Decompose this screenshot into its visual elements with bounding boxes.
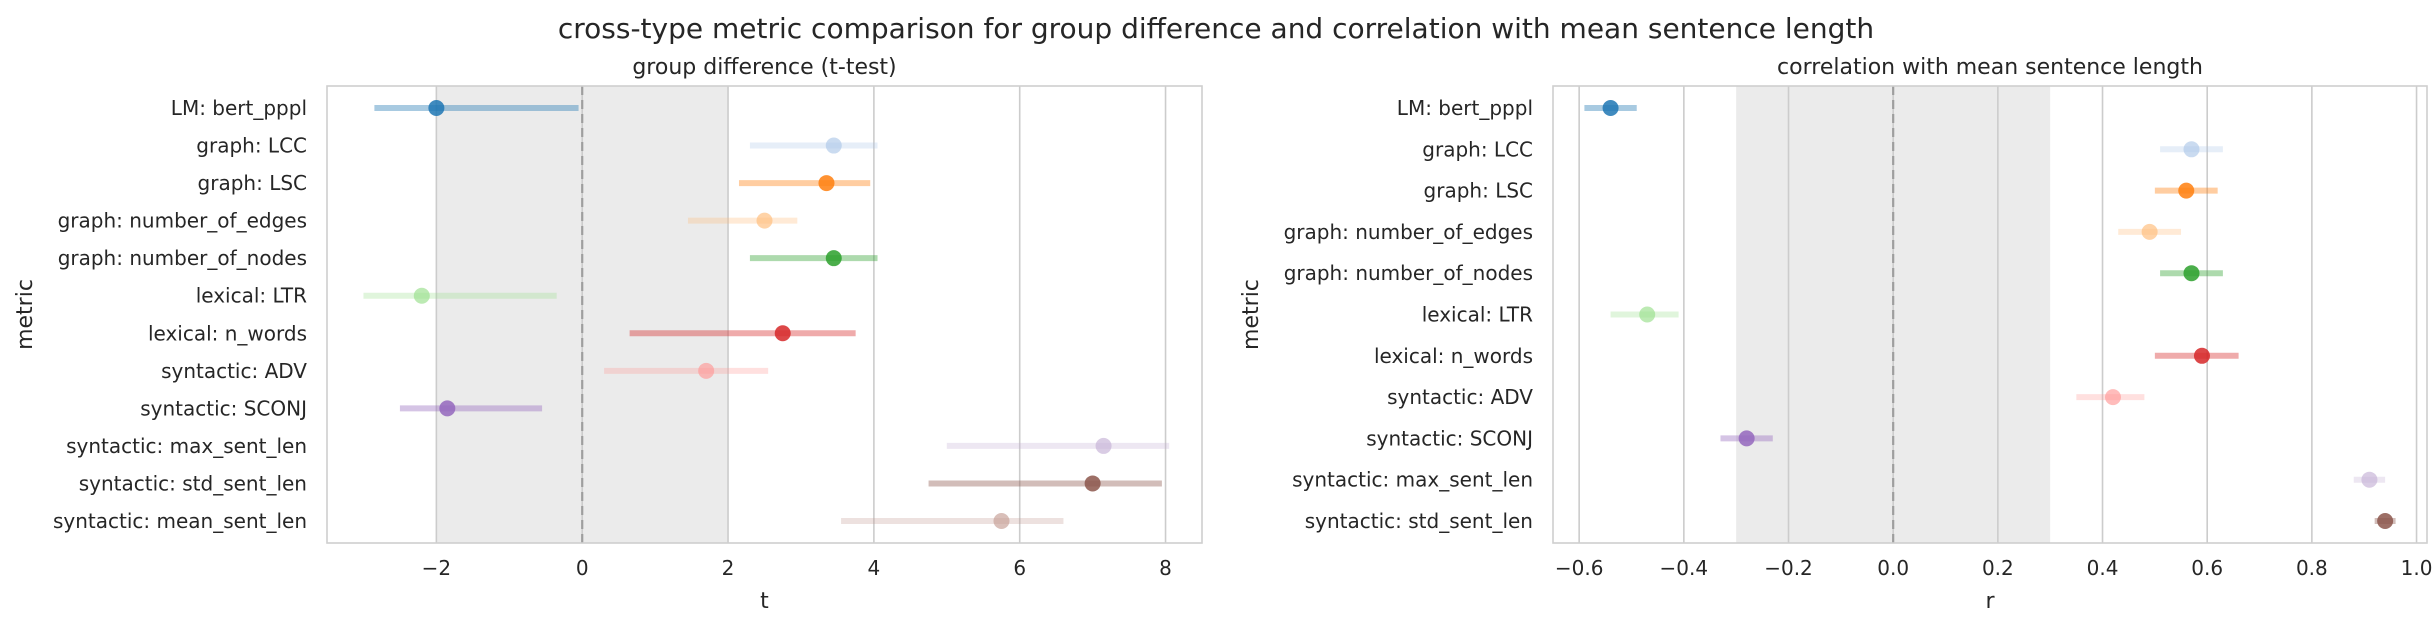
x-tick-label: 4 [868,556,881,580]
y-tick-label: graph: LSC [198,171,307,195]
y-tick-label: graph: number_of_nodes [58,246,307,270]
data-point [2183,141,2200,158]
data-point [2178,182,2195,199]
data-point [1084,475,1101,492]
data-point [2183,265,2200,282]
figure-suptitle: cross-type metric comparison for group d… [558,12,1874,45]
data-point [439,400,456,417]
data-point [698,362,715,379]
y-tick-label: LM: bert_pppl [1397,96,1533,120]
panel-title: correlation with mean sentence length [1777,55,2203,80]
axes-frame [326,85,1203,544]
data-point [825,137,842,154]
y-tick-label: graph: LSC [1424,179,1533,203]
y-tick-label: graph: number_of_edges [1284,220,1533,244]
data-point [2104,389,2121,406]
y-tick-label: syntactic: max_sent_len [66,434,307,458]
data-point [2141,223,2158,240]
data-point [825,250,842,267]
y-tick-label: syntactic: mean_sent_len [53,509,307,533]
x-tick-label: 8 [1159,556,1172,580]
y-tick-label: syntactic: SCONJ [1366,426,1533,450]
x-tick-label: −0.2 [1764,556,1813,580]
x-tick-label: 2 [722,556,735,580]
x-tick-label: 0.6 [2191,556,2223,580]
x-tick-label: 0.2 [1982,556,2014,580]
x-tick-label: 6 [1013,556,1026,580]
x-tick-label: −0.6 [1555,556,1604,580]
y-tick-label: lexical: n_words [148,321,307,345]
y-tick-label: LM: bert_pppl [171,96,307,120]
data-point [993,513,1010,529]
y-tick-label: lexical: n_words [1374,344,1533,368]
data-point [756,212,773,229]
x-axis-label: t [760,589,769,614]
y-tick-label: lexical: LTR [196,284,307,308]
y-axis-label: metric [13,279,38,350]
data-point [2377,513,2394,529]
data-point [818,175,835,192]
y-tick-label: graph: number_of_nodes [1284,261,1533,285]
data-point [428,100,445,116]
panel-correlation: −0.6 −0.4 −0.2 0.0 0.2 0.4 0.6 0.8 1.0 LM: bert_p… [1239,55,2432,614]
data-point [774,325,791,342]
x-tick-label: 0.8 [2296,556,2328,580]
data-point [1095,437,1112,454]
x-axis-label: r [1985,589,1995,614]
y-tick-label: syntactic: ADV [161,359,307,383]
x-tick-label: 0.0 [1877,556,1909,580]
y-tick-label: syntactic: std_sent_len [79,471,307,495]
data-point [1738,430,1755,447]
x-tick-label: −0.4 [1660,556,1709,580]
x-tick-label: 1.0 [2401,556,2432,580]
x-tick-label: 0.4 [2087,556,2119,580]
x-tick-label: −2 [422,556,451,580]
data-point [2193,347,2210,364]
axes-frame [1552,85,2428,544]
y-tick-label: graph: LCC [196,134,307,158]
panel-title: group difference (t-test) [632,55,896,80]
y-tick-label: syntactic: SCONJ [140,396,307,420]
data-point [1602,100,1619,116]
y-tick-label: graph: LCC [1422,137,1533,161]
data-point [413,287,430,304]
data-point [1639,306,1656,323]
y-tick-label: syntactic: ADV [1387,385,1533,409]
y-tick-label: syntactic: max_sent_len [1292,468,1533,492]
x-tick-label: 0 [576,556,589,580]
y-tick-label: lexical: LTR [1422,303,1533,327]
y-tick-label: syntactic: std_sent_len [1305,509,1533,533]
y-tick-label: graph: number_of_edges [58,209,307,233]
y-axis-label: metric [1239,279,1264,350]
data-point [2361,471,2378,488]
panel-group-difference: −2 0 2 4 6 8 LM: bert_pppl graph: LCC graph: LSC… [13,55,1203,614]
